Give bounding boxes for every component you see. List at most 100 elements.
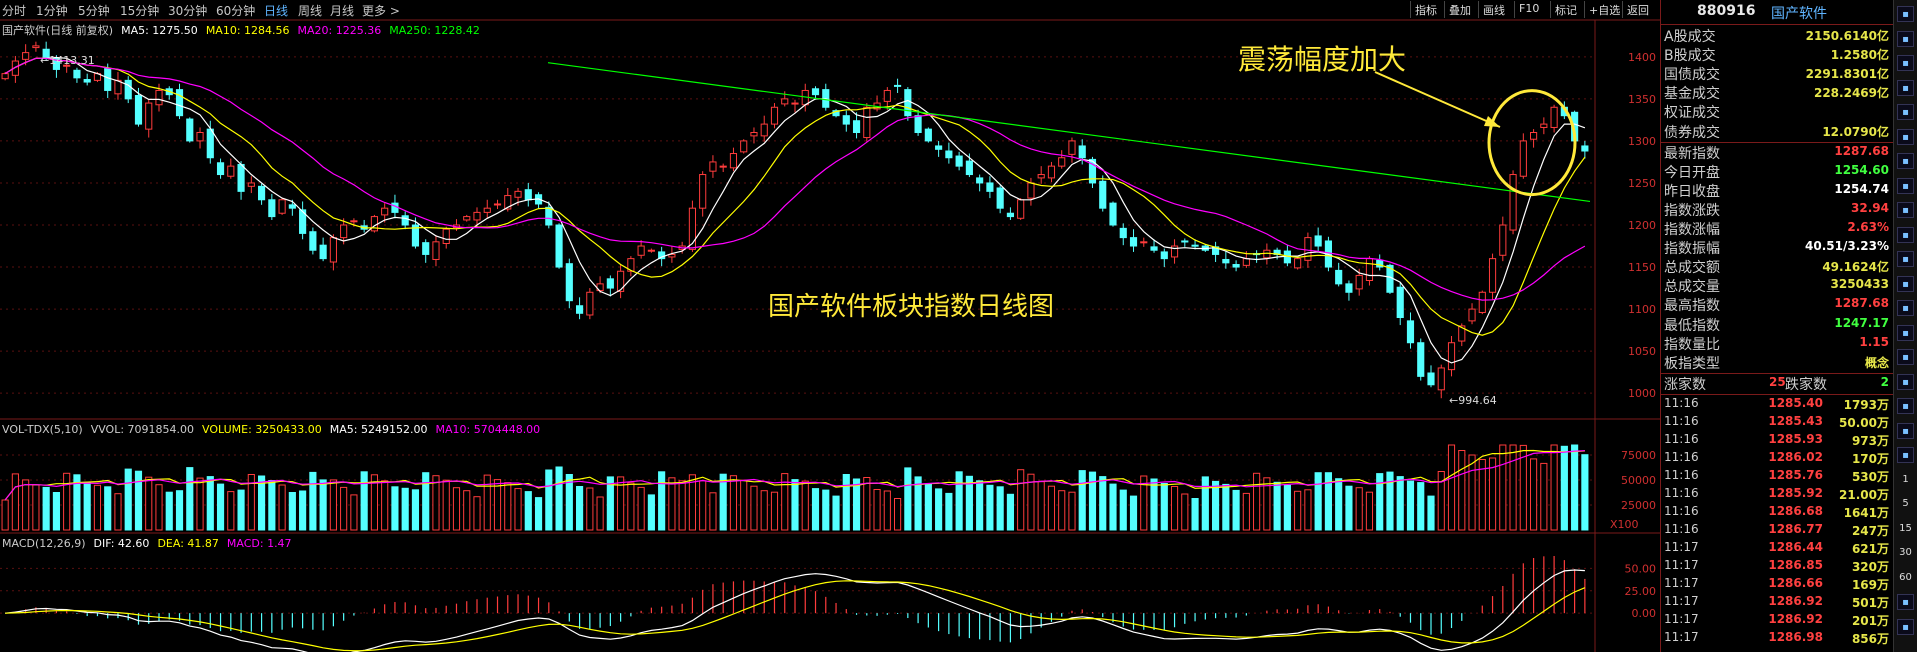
tab-3[interactable]: 15分钟 — [120, 4, 160, 18]
candle — [863, 106, 871, 139]
volume-bar — [1509, 444, 1517, 531]
tick-price: 1286.68 — [1768, 503, 1823, 518]
move-icon[interactable]: ▪ — [1897, 349, 1914, 365]
volume-bar — [483, 474, 491, 531]
d-icon[interactable]: ▪ — [1897, 594, 1914, 610]
candle — [760, 123, 768, 137]
candle — [1, 73, 9, 80]
toolbar-button-0[interactable]: 指标 — [1410, 1, 1441, 18]
kline-chart[interactable]: 1400 1350 1300 1250 1200 1150 1100 1050 1000 7500… — [0, 0, 1660, 652]
candle — [258, 185, 266, 201]
toolbar-button-1[interactable]: 叠加 — [1444, 1, 1475, 18]
rsi-icon[interactable]: ▪ — [1897, 300, 1914, 316]
tab-1[interactable]: 1分钟 — [36, 4, 68, 18]
sheet-icon[interactable]: ▪ — [1897, 128, 1914, 145]
volume-bar — [965, 475, 973, 531]
period-60-button[interactable]: 60 — [1899, 571, 1912, 583]
candle — [770, 106, 779, 125]
volume-bar — [1222, 483, 1230, 531]
s-icon[interactable]: ▪ — [1897, 324, 1914, 341]
b-icon[interactable]: ▪ — [1897, 447, 1914, 463]
volume-bar — [832, 495, 840, 531]
period-5-button[interactable]: 5 — [1902, 498, 1909, 509]
volume-bar — [647, 494, 655, 531]
doc-icon[interactable]: ▪ — [1897, 202, 1914, 218]
table-icon[interactable]: ▪ — [1897, 226, 1914, 243]
stat-row: 权证成交 — [1661, 102, 1893, 121]
toolbar-button-2[interactable]: 画线 — [1478, 1, 1509, 18]
index-name[interactable]: 国产软件 — [1771, 6, 1827, 22]
candle — [206, 128, 214, 159]
list-icon[interactable]: ▪ — [1897, 30, 1914, 47]
vol-legend-vvol: VVOL: 7091854.00 — [90, 423, 195, 436]
candle — [288, 204, 296, 209]
tick-row: 11:16 1285.92 21.00万 — [1661, 486, 1893, 504]
stat-row: 总成交额 49.1624亿 — [1661, 257, 1893, 276]
volume-bar — [873, 489, 881, 531]
candle — [1294, 258, 1302, 269]
period-15-button[interactable]: 15 — [1899, 522, 1912, 534]
bars-icon[interactable]: ▪ — [1897, 55, 1914, 71]
compare-icon[interactable]: ▪ — [1897, 153, 1914, 169]
t-icon[interactable]: ▪ — [1897, 422, 1914, 439]
tick-volume: 169万 — [1851, 577, 1889, 592]
stat-value: 2291.8301亿 — [1805, 67, 1889, 82]
candle — [11, 60, 19, 76]
stat-row: 今日开盘 1254.60 — [1661, 162, 1893, 181]
candle — [852, 120, 861, 133]
candle — [1170, 245, 1179, 258]
toolbar-button-6[interactable]: 返回 — [1622, 1, 1653, 18]
tab-6[interactable]: 日线 — [264, 4, 289, 18]
stat-value: 12.0790亿 — [1822, 124, 1889, 139]
tab-2[interactable]: 5分钟 — [78, 4, 110, 18]
candle — [124, 79, 132, 100]
stat-label: 指数量比 — [1664, 336, 1720, 353]
candle — [432, 241, 440, 260]
stat-value: 概念 — [1864, 355, 1889, 370]
tick-price: 1285.43 — [1768, 413, 1823, 428]
draw-icon[interactable]: ▪ — [1897, 373, 1914, 390]
volume-bar — [288, 492, 296, 531]
period-1-button[interactable]: 1 — [1902, 473, 1909, 485]
tab-8[interactable]: 月线 — [330, 4, 355, 18]
stat-label: 国债成交 — [1664, 67, 1720, 84]
stat-value: 1287.68 — [1834, 143, 1889, 158]
stat-row: 基金成交 228.2469亿 — [1661, 83, 1893, 102]
tab-4[interactable]: 30分钟 — [168, 4, 208, 18]
stack-icon[interactable]: ▪ — [1897, 275, 1914, 292]
flag-icon[interactable]: ▪ — [1897, 177, 1914, 194]
grid-icon[interactable]: ▪ — [1897, 6, 1914, 22]
tab-5[interactable]: 60分钟 — [216, 4, 256, 18]
candle — [1109, 202, 1117, 226]
stat-value: 228.2469亿 — [1813, 86, 1889, 101]
candle — [155, 89, 163, 106]
volume-bar — [1263, 477, 1271, 531]
toolbar-button-5[interactable]: +自选 — [1584, 1, 1624, 18]
stat-label: 最新指数 — [1664, 145, 1720, 162]
volume-bar — [904, 467, 912, 531]
volume-bar — [422, 472, 430, 531]
candle — [411, 224, 420, 247]
chart-icon[interactable]: ▪ — [1897, 79, 1914, 96]
w-icon[interactable]: ▪ — [1897, 618, 1914, 635]
tab-7[interactable]: 周线 — [298, 4, 323, 18]
period-30-button[interactable]: 30 — [1899, 547, 1912, 558]
volume-ma10-line — [4, 450, 1585, 501]
candle — [914, 115, 922, 133]
f5-icon[interactable]: ▪ — [1897, 398, 1914, 414]
toolbar-button-3[interactable]: F10 — [1514, 1, 1543, 18]
candle — [227, 165, 235, 177]
tab-0[interactable]: 分时 — [2, 4, 27, 18]
stat-label: 最高指数 — [1664, 298, 1720, 315]
stat-label: 昨日收盘 — [1664, 183, 1720, 200]
candle — [729, 153, 738, 169]
candle — [719, 165, 727, 168]
tab-9[interactable]: 更多 > — [362, 4, 400, 18]
candle — [1458, 325, 1466, 342]
stat-row: 指数涨跌 32.94 — [1661, 200, 1893, 219]
candle — [1232, 264, 1240, 268]
f1-icon[interactable]: ▪ — [1897, 251, 1914, 267]
pie-icon[interactable]: ▪ — [1897, 104, 1914, 120]
macd-legend-macd: MACD: 1.47 — [226, 537, 292, 550]
toolbar-button-4[interactable]: 标记 — [1550, 1, 1581, 18]
